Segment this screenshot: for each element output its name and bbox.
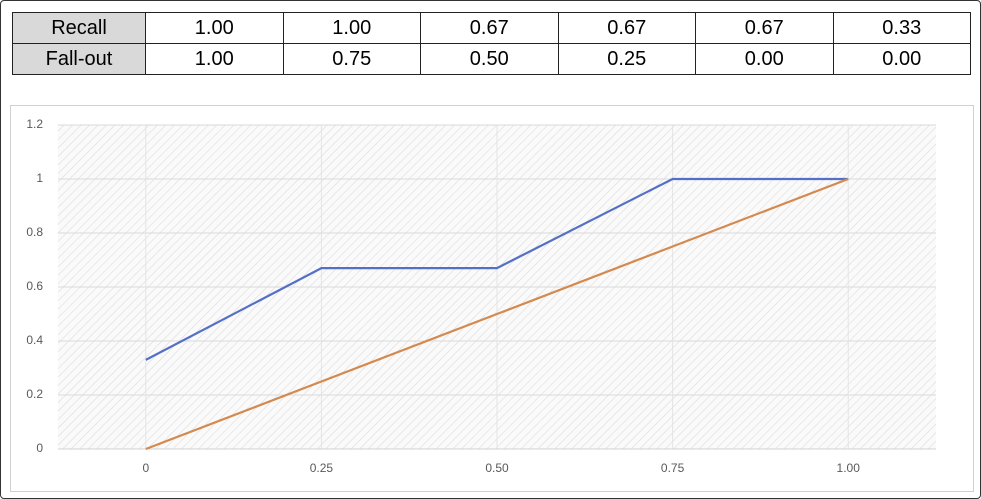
cell: 1.00 <box>145 43 284 75</box>
x-tick-label: 0.25 <box>310 461 334 475</box>
y-tick-label: 1 <box>36 171 43 185</box>
table-row: Fall-out 1.00 0.75 0.50 0.25 0.00 0.00 <box>12 43 971 75</box>
cell: 0.50 <box>420 43 559 75</box>
data-table: Recall 1.00 1.00 0.67 0.67 0.67 0.33 Fall-out 1.… <box>12 12 971 75</box>
x-tick-label: 1.00 <box>837 461 861 475</box>
cell: 0.00 <box>832 43 971 75</box>
y-tick-label: 0.8 <box>26 225 43 239</box>
cell: 1.00 <box>145 12 284 44</box>
y-tick-label: 0 <box>36 441 43 455</box>
cell: 0.00 <box>695 43 834 75</box>
y-tick-label: 1.2 <box>26 117 43 131</box>
row-header: Fall-out <box>12 43 146 75</box>
y-tick-label: 0.2 <box>26 387 43 401</box>
chart-panel <box>10 105 974 492</box>
series-line <box>145 177 849 451</box>
cell: 0.67 <box>695 12 834 44</box>
x-tick-label: 0 <box>142 461 149 475</box>
cell: 0.25 <box>557 43 696 75</box>
series-line <box>145 177 849 361</box>
cell: 0.75 <box>282 43 421 75</box>
cell: 0.33 <box>832 12 971 44</box>
row-header: Recall <box>12 12 146 44</box>
x-tick-label: 0.75 <box>661 461 685 475</box>
y-tick-label: 0.6 <box>26 279 43 293</box>
cell: 1.00 <box>282 12 421 44</box>
y-tick-label: 0.4 <box>26 333 43 347</box>
x-tick-label: 0.50 <box>485 461 509 475</box>
cell: 0.67 <box>557 12 696 44</box>
table-row: Recall 1.00 1.00 0.67 0.67 0.67 0.33 <box>12 12 971 44</box>
